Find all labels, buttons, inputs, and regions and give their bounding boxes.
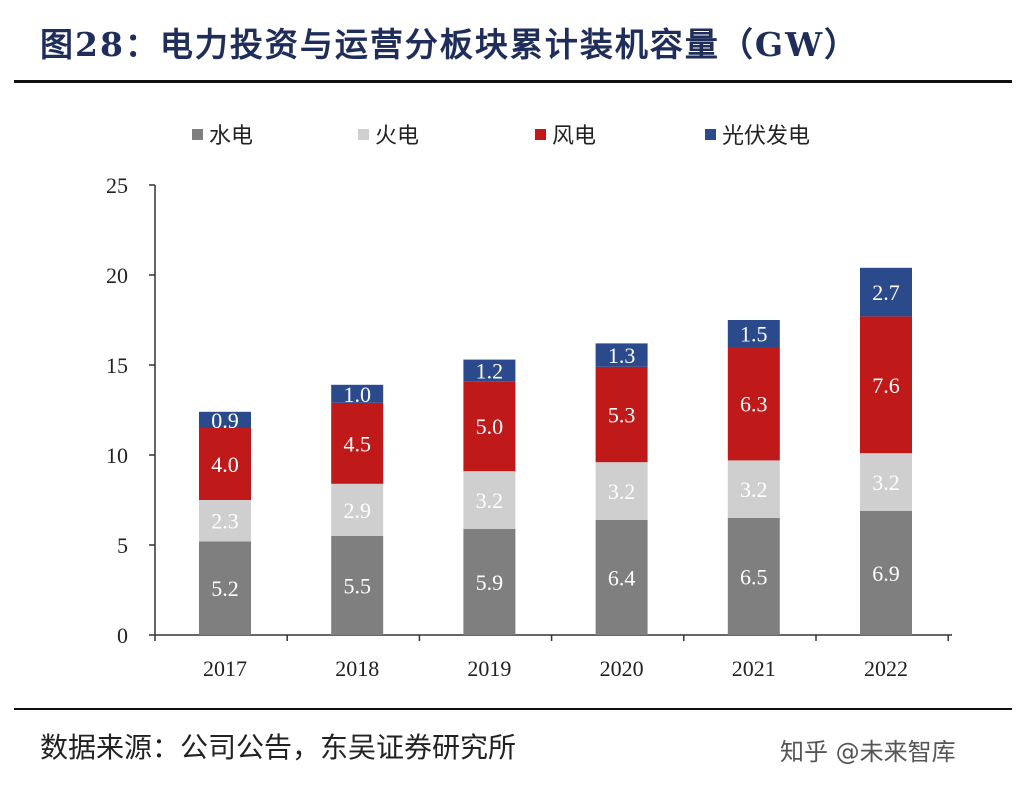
bar-segment <box>199 500 251 542</box>
source-note: 数据来源：公司公告，东吴证券研究所 <box>40 731 517 764</box>
bar-segment <box>860 453 912 511</box>
data-label: 5.5 <box>343 574 371 599</box>
data-label: 6.4 <box>608 565 636 590</box>
data-label: 6.5 <box>740 565 768 590</box>
y-tick-label: 15 <box>106 353 128 378</box>
legend-label: 风电 <box>552 124 597 149</box>
bar-segment <box>860 267 912 317</box>
bar-segment <box>463 471 516 529</box>
data-label: 2.3 <box>211 509 239 534</box>
bar-segment <box>331 402 384 484</box>
y-tick-label: 0 <box>117 623 128 648</box>
bar-segment <box>463 528 516 635</box>
legend-label: 水电 <box>209 124 254 149</box>
bar-segment <box>727 347 780 461</box>
x-tick-label: 2022 <box>864 656 908 681</box>
data-label: 2.9 <box>343 498 371 523</box>
legend-label: 火电 <box>375 124 420 149</box>
data-label: 3.2 <box>872 470 900 495</box>
data-label: 3.2 <box>740 477 768 502</box>
x-tick-label: 2019 <box>467 656 511 681</box>
bar-segment <box>331 483 384 536</box>
bar-segment <box>595 462 648 520</box>
y-tick-label: 25 <box>106 173 128 198</box>
bar-segment <box>860 510 912 635</box>
bar-segment <box>860 316 912 454</box>
bar-segment <box>199 411 251 428</box>
x-tick-label: 2017 <box>203 656 247 681</box>
legend-item: 光伏发电 <box>705 118 810 150</box>
bar-segment <box>727 460 780 518</box>
data-label: 6.9 <box>872 561 900 586</box>
data-label: 5.9 <box>476 570 504 595</box>
data-label: 5.2 <box>211 576 239 601</box>
legend: 水电 火电 风电 光伏发电 <box>0 118 1024 150</box>
y-tick-label: 10 <box>106 443 128 468</box>
data-label: 1.5 <box>740 322 768 347</box>
legend-swatch <box>535 128 546 140</box>
bar-segment <box>727 320 780 347</box>
bar-segment <box>595 366 648 463</box>
data-label: 1.2 <box>476 358 504 383</box>
bar-segment <box>595 343 648 367</box>
bar-segment <box>331 384 384 403</box>
stacked-bar-chart: 0 5 10 15 20 25 2017 5.2 2.3 4.0 0.9 2018 5.5 2.9 4.5 1… <box>106 173 952 681</box>
bar-segment <box>595 519 648 635</box>
data-label: 5.0 <box>476 414 504 439</box>
top-divider <box>14 80 1012 83</box>
y-tick-label: 20 <box>106 263 128 288</box>
bar-segment <box>463 359 516 382</box>
bar-segment <box>199 428 251 500</box>
data-label: 2.7 <box>872 280 900 305</box>
data-label: 0.9 <box>211 408 239 433</box>
data-label: 3.2 <box>476 488 504 513</box>
data-label: 1.0 <box>343 382 371 407</box>
data-label: 3.2 <box>608 479 636 504</box>
bottom-divider <box>14 708 1012 710</box>
legend-swatch <box>705 128 716 140</box>
data-label: 4.0 <box>211 452 239 477</box>
legend-item: 火电 <box>358 118 419 150</box>
bar-segment <box>331 536 384 635</box>
bar-segment <box>727 518 780 635</box>
legend-swatch <box>192 128 203 140</box>
data-label: 6.3 <box>740 392 768 417</box>
data-label: 5.3 <box>608 403 636 428</box>
legend-item: 风电 <box>535 118 596 150</box>
y-tick-label: 5 <box>117 533 128 558</box>
x-tick-label: 2021 <box>732 656 776 681</box>
legend-swatch <box>358 128 369 140</box>
x-tick-label: 2020 <box>600 656 644 681</box>
legend-label: 光伏发电 <box>722 124 811 149</box>
data-label: 7.6 <box>872 373 900 398</box>
bar-segment <box>463 381 516 472</box>
watermark: 知乎 @未来智库 <box>780 738 956 766</box>
figure-title: 图28：电力投资与运营分板块累计装机容量（GW） <box>40 25 860 64</box>
x-tick-label: 2018 <box>335 656 379 681</box>
data-label: 1.3 <box>608 343 636 368</box>
bar-segment <box>199 541 251 635</box>
data-label: 4.5 <box>343 431 371 456</box>
legend-item: 水电 <box>192 118 253 150</box>
